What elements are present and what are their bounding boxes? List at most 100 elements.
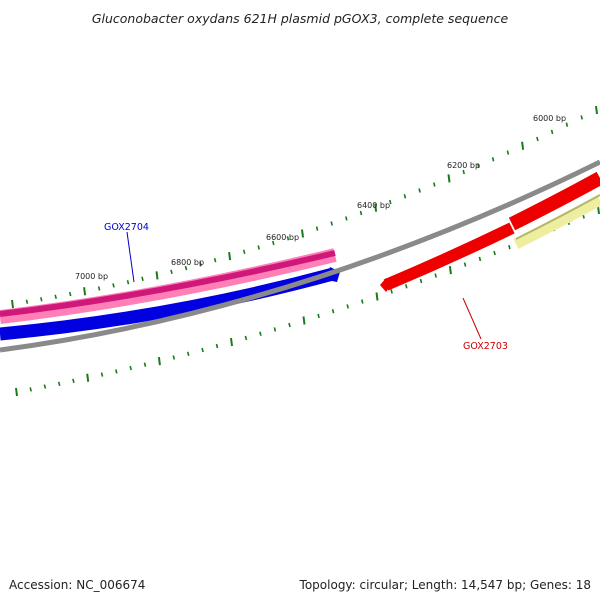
outer-tick-30: [447, 174, 451, 183]
outer-tick-6: [97, 286, 101, 291]
inner-tick-18: [273, 327, 277, 332]
outer-tick-16: [242, 249, 246, 254]
outer-tick-15: [228, 251, 232, 261]
outer-tick-17: [257, 245, 260, 250]
inner-tick-19: [288, 322, 291, 328]
outer-tick-3: [54, 294, 57, 299]
outer-tick-19: [286, 236, 290, 241]
outer-tick-40: [595, 105, 598, 115]
outer-tick-10: [155, 271, 159, 280]
outer-tick-29: [433, 182, 436, 187]
outer-tick-26: [389, 199, 392, 205]
accession-text: Accession: NC_006674: [9, 578, 146, 592]
topology-summary-text: Topology: circular; Length: 14,547 bp; G…: [299, 578, 591, 592]
inner-tick-26: [390, 289, 393, 294]
plasmid-backbone: [0, 159, 600, 353]
inner-tick-21: [317, 313, 320, 319]
outer-tick-34: [506, 150, 510, 155]
gene-gox2703-feature[interactable]: [383, 222, 515, 291]
tick-label-6200: 6200 bp: [447, 161, 480, 170]
outer-tick-24: [359, 210, 363, 216]
outer-tick-8: [126, 280, 130, 285]
gene-gox2704-forward-feature-core: [0, 250, 336, 317]
inner-tick-33: [493, 250, 496, 256]
inner-tick-10: [157, 356, 161, 366]
outer-tick-37: [550, 129, 554, 135]
inner-tick-29: [434, 273, 437, 278]
map-title: Gluconobacter oxydans 621H plasmid pGOX3…: [92, 11, 509, 26]
outer-tick-35: [521, 141, 525, 150]
inner-tick-30: [448, 265, 452, 275]
outer-tick-13: [199, 262, 202, 267]
outer-tick-39: [580, 115, 583, 120]
inner-tick-4: [72, 378, 75, 383]
outer-tick-23: [345, 216, 348, 221]
inner-tick-28: [419, 278, 423, 284]
outer-tick-1: [25, 299, 29, 304]
tick-label-6400: 6400 bp: [357, 201, 390, 210]
inner-tick-2: [43, 384, 47, 389]
outer-tick-28: [418, 188, 421, 193]
inner-tick-23: [346, 304, 349, 309]
gene-label-gox2704[interactable]: GOX2704: [104, 222, 149, 233]
tick-label-6800: 6800 bp: [171, 258, 204, 267]
gene-pale-feature[interactable]: [513, 195, 600, 249]
inner-tick-0: [15, 387, 18, 397]
inner-tick-17: [259, 331, 262, 336]
outer-tick-20: [301, 229, 304, 238]
gox2704-leader-line: [126, 231, 135, 283]
gene-label-gox2703[interactable]: GOX2703: [463, 341, 508, 352]
inner-tick-16: [244, 335, 248, 341]
outer-tick-36: [536, 136, 539, 142]
outer-tick-5: [83, 287, 87, 296]
inner-tick-40: [597, 205, 600, 215]
outer-tick-11: [170, 269, 173, 274]
gene-pale-feature-edge: [515, 194, 600, 240]
inner-tick-25: [375, 292, 379, 301]
outer-tick-14: [213, 258, 217, 263]
inner-tick-8: [129, 365, 132, 371]
inner-tick-14: [215, 343, 219, 349]
outer-tick-21: [315, 226, 319, 231]
tick-label-6000: 6000 bp: [533, 114, 566, 123]
inner-tick-15: [230, 337, 233, 347]
gene-red-upper-feature[interactable]: [508, 171, 600, 231]
inner-tick-24: [361, 299, 364, 304]
outer-tick-4: [68, 291, 72, 297]
inner-tick-5: [86, 373, 90, 382]
inner-tick-12: [186, 351, 190, 356]
outer-tick-ring: [11, 105, 598, 309]
outer-tick-25: [374, 203, 378, 212]
gox2703-leader-line: [462, 297, 482, 340]
outer-tick-31: [462, 169, 465, 175]
inner-tick-1: [29, 387, 32, 392]
inner-tick-32: [478, 256, 482, 262]
inner-tick-13: [201, 347, 204, 353]
outer-tick-32: [477, 163, 480, 168]
inner-tick-34: [508, 245, 511, 250]
outer-tick-22: [330, 221, 333, 226]
outer-tick-7: [112, 283, 115, 288]
inner-tick-9: [143, 362, 147, 367]
outer-tick-27: [403, 194, 407, 199]
outer-tick-38: [565, 122, 569, 127]
inner-tick-31: [463, 262, 467, 267]
inner-tick-27: [405, 284, 408, 289]
tick-label-7000: 7000 bp: [75, 272, 108, 281]
inner-tick-6: [100, 372, 104, 377]
outer-tick-18: [272, 240, 275, 246]
outer-tick-2: [40, 297, 43, 302]
outer-tick-0: [11, 299, 14, 309]
tick-label-6600: 6600 bp: [266, 233, 299, 242]
inner-tick-22: [331, 309, 335, 314]
outer-tick-9: [141, 276, 144, 281]
outer-tick-33: [491, 157, 495, 162]
outer-tick-12: [184, 265, 188, 271]
inner-tick-20: [302, 316, 306, 325]
inner-tick-11: [172, 355, 176, 360]
inner-tick-7: [115, 369, 118, 374]
gene-gox2703-arrowhead: [380, 278, 392, 292]
inner-tick-3: [57, 381, 61, 386]
